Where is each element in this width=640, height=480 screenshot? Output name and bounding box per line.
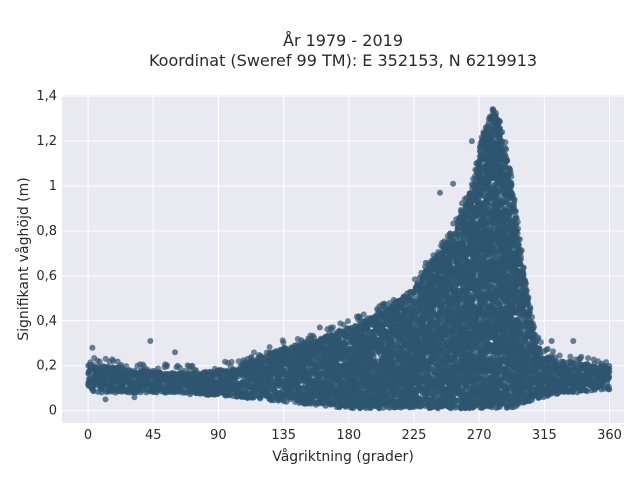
- data-points: [85, 106, 613, 412]
- data-point: [90, 388, 97, 395]
